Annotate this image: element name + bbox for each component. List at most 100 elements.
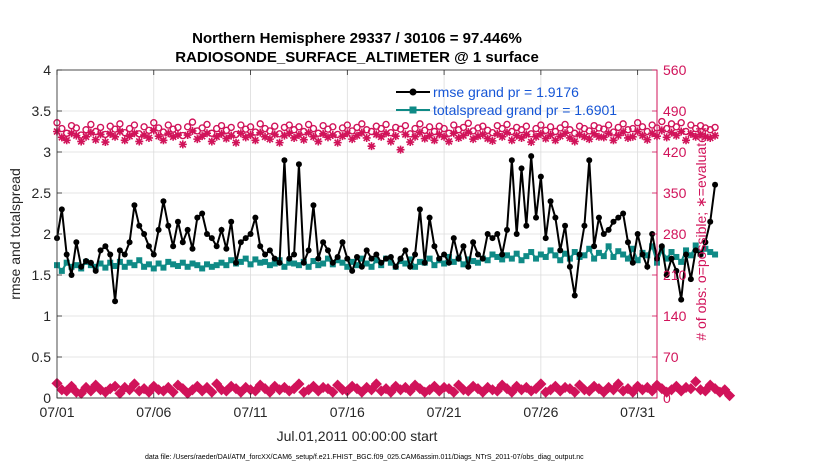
rmse-point bbox=[116, 247, 123, 254]
totalspread-point bbox=[460, 261, 467, 268]
evaluated-obs-marker bbox=[236, 129, 245, 138]
rmse-point bbox=[683, 251, 690, 258]
possible-obs-marker bbox=[285, 121, 293, 129]
rejected-obs-marker bbox=[264, 386, 276, 398]
rejected-obs-marker bbox=[230, 383, 242, 395]
rmse-line bbox=[56, 156, 717, 302]
x-axis-label: Jul.01,2011 00:00:00 start bbox=[277, 428, 438, 444]
rmse-point bbox=[402, 247, 409, 254]
rmse-point bbox=[194, 214, 201, 221]
totalspread-point bbox=[407, 256, 414, 263]
rmse-point bbox=[576, 251, 583, 258]
evaluated-obs-marker bbox=[357, 128, 366, 137]
evaluated-obs-marker bbox=[711, 131, 720, 140]
rmse-point bbox=[204, 231, 210, 237]
rmse-point bbox=[668, 255, 675, 262]
possible-obs-marker bbox=[556, 124, 564, 132]
rejected-obs-marker bbox=[385, 386, 397, 398]
totalspread-point bbox=[121, 263, 128, 270]
totalspread-point bbox=[63, 259, 70, 266]
evaluated-obs-marker bbox=[144, 133, 153, 142]
rmse-point bbox=[310, 202, 317, 209]
rmse-point bbox=[339, 239, 346, 246]
rmse-point bbox=[252, 214, 259, 221]
rejected-obs-marker bbox=[690, 376, 702, 388]
evaluated-obs-marker bbox=[82, 132, 91, 141]
rmse-point bbox=[445, 259, 452, 266]
rmse-point bbox=[557, 247, 564, 254]
evaluated-obs-marker bbox=[294, 131, 303, 140]
totalspread-point bbox=[310, 258, 317, 265]
evaluated-obs-marker bbox=[590, 129, 599, 138]
possible-obs-marker bbox=[479, 122, 487, 130]
rmse-point bbox=[126, 239, 133, 246]
evaluated-obs-marker bbox=[599, 133, 608, 142]
possible-obs-marker bbox=[633, 119, 642, 127]
totalspread-point bbox=[295, 262, 302, 269]
evaluated-obs-marker bbox=[106, 129, 115, 138]
evaluated-obs-marker bbox=[498, 132, 507, 141]
evaluated-obs-marker bbox=[677, 127, 686, 136]
evaluated-obs-marker bbox=[575, 130, 584, 139]
totalspread-point bbox=[170, 261, 177, 268]
possible-obs-marker bbox=[246, 123, 255, 131]
rmse-point bbox=[315, 255, 322, 262]
x-tick-label: 07/21 bbox=[427, 404, 462, 420]
totalspread-point bbox=[368, 263, 375, 270]
evaluated-obs-marker bbox=[473, 132, 482, 141]
rmse-point bbox=[145, 243, 152, 250]
possible-obs-marker bbox=[440, 124, 448, 133]
rejected-obs-marker bbox=[404, 385, 416, 397]
evaluated-obs-marker bbox=[488, 136, 497, 145]
totalspread-point bbox=[702, 245, 709, 252]
evaluated-obs-marker bbox=[517, 133, 526, 142]
rejected-obs-marker bbox=[699, 385, 711, 397]
evaluated-obs-marker bbox=[91, 135, 100, 144]
totalspread-point bbox=[155, 260, 162, 267]
rejected-obs-marker bbox=[138, 383, 150, 395]
evaluated-obs-marker bbox=[304, 128, 313, 137]
evaluated-obs-marker bbox=[96, 130, 105, 139]
totalspread-point bbox=[542, 253, 549, 260]
y-tick-label: 4 bbox=[43, 62, 51, 78]
rmse-point bbox=[421, 259, 428, 266]
evaluated-obs-marker bbox=[164, 129, 173, 138]
rmse-point bbox=[586, 157, 593, 164]
rmse-point bbox=[276, 259, 283, 266]
rmse-point bbox=[542, 235, 549, 242]
possible-obs-marker bbox=[150, 119, 158, 127]
rejected-obs-marker bbox=[414, 383, 426, 395]
rejected-obs-marker bbox=[607, 384, 620, 396]
y-tick-label: 3.5 bbox=[32, 103, 52, 119]
totalspread-point bbox=[223, 262, 230, 269]
totalspread-point bbox=[339, 259, 346, 266]
evaluated-obs-marker bbox=[507, 136, 516, 145]
totalspread-point bbox=[431, 262, 438, 269]
rmse-point bbox=[644, 263, 651, 270]
rmse-point bbox=[141, 231, 148, 237]
rejected-obs-marker bbox=[627, 386, 639, 398]
rejected-obs-marker bbox=[269, 380, 281, 392]
evaluated-obs-marker bbox=[633, 127, 642, 136]
totalspread-point bbox=[228, 257, 235, 264]
evaluated-obs-marker bbox=[527, 138, 536, 147]
evaluated-obs-marker bbox=[382, 129, 391, 138]
evaluated-obs-marker bbox=[241, 133, 250, 142]
y2-tick-label: 140 bbox=[663, 308, 687, 324]
totalspread-point bbox=[629, 245, 636, 252]
evaluated-obs-marker bbox=[154, 132, 163, 141]
totalspread-point bbox=[620, 251, 627, 258]
y-tick-label: 2 bbox=[43, 226, 51, 242]
evaluated-obs-marker bbox=[362, 133, 371, 142]
possible-obs-marker bbox=[183, 123, 192, 131]
totalspread-point bbox=[673, 253, 680, 260]
rmse-point bbox=[470, 239, 477, 246]
totalspread-point bbox=[145, 261, 152, 268]
totalspread-point bbox=[450, 258, 457, 265]
legend-totalspread-marker bbox=[409, 106, 417, 114]
rmse-point bbox=[378, 259, 385, 266]
rmse-point bbox=[416, 206, 423, 213]
evaluated-obs-marker bbox=[62, 136, 71, 145]
totalspread-point bbox=[649, 243, 656, 250]
rejected-obs-marker bbox=[564, 383, 576, 395]
